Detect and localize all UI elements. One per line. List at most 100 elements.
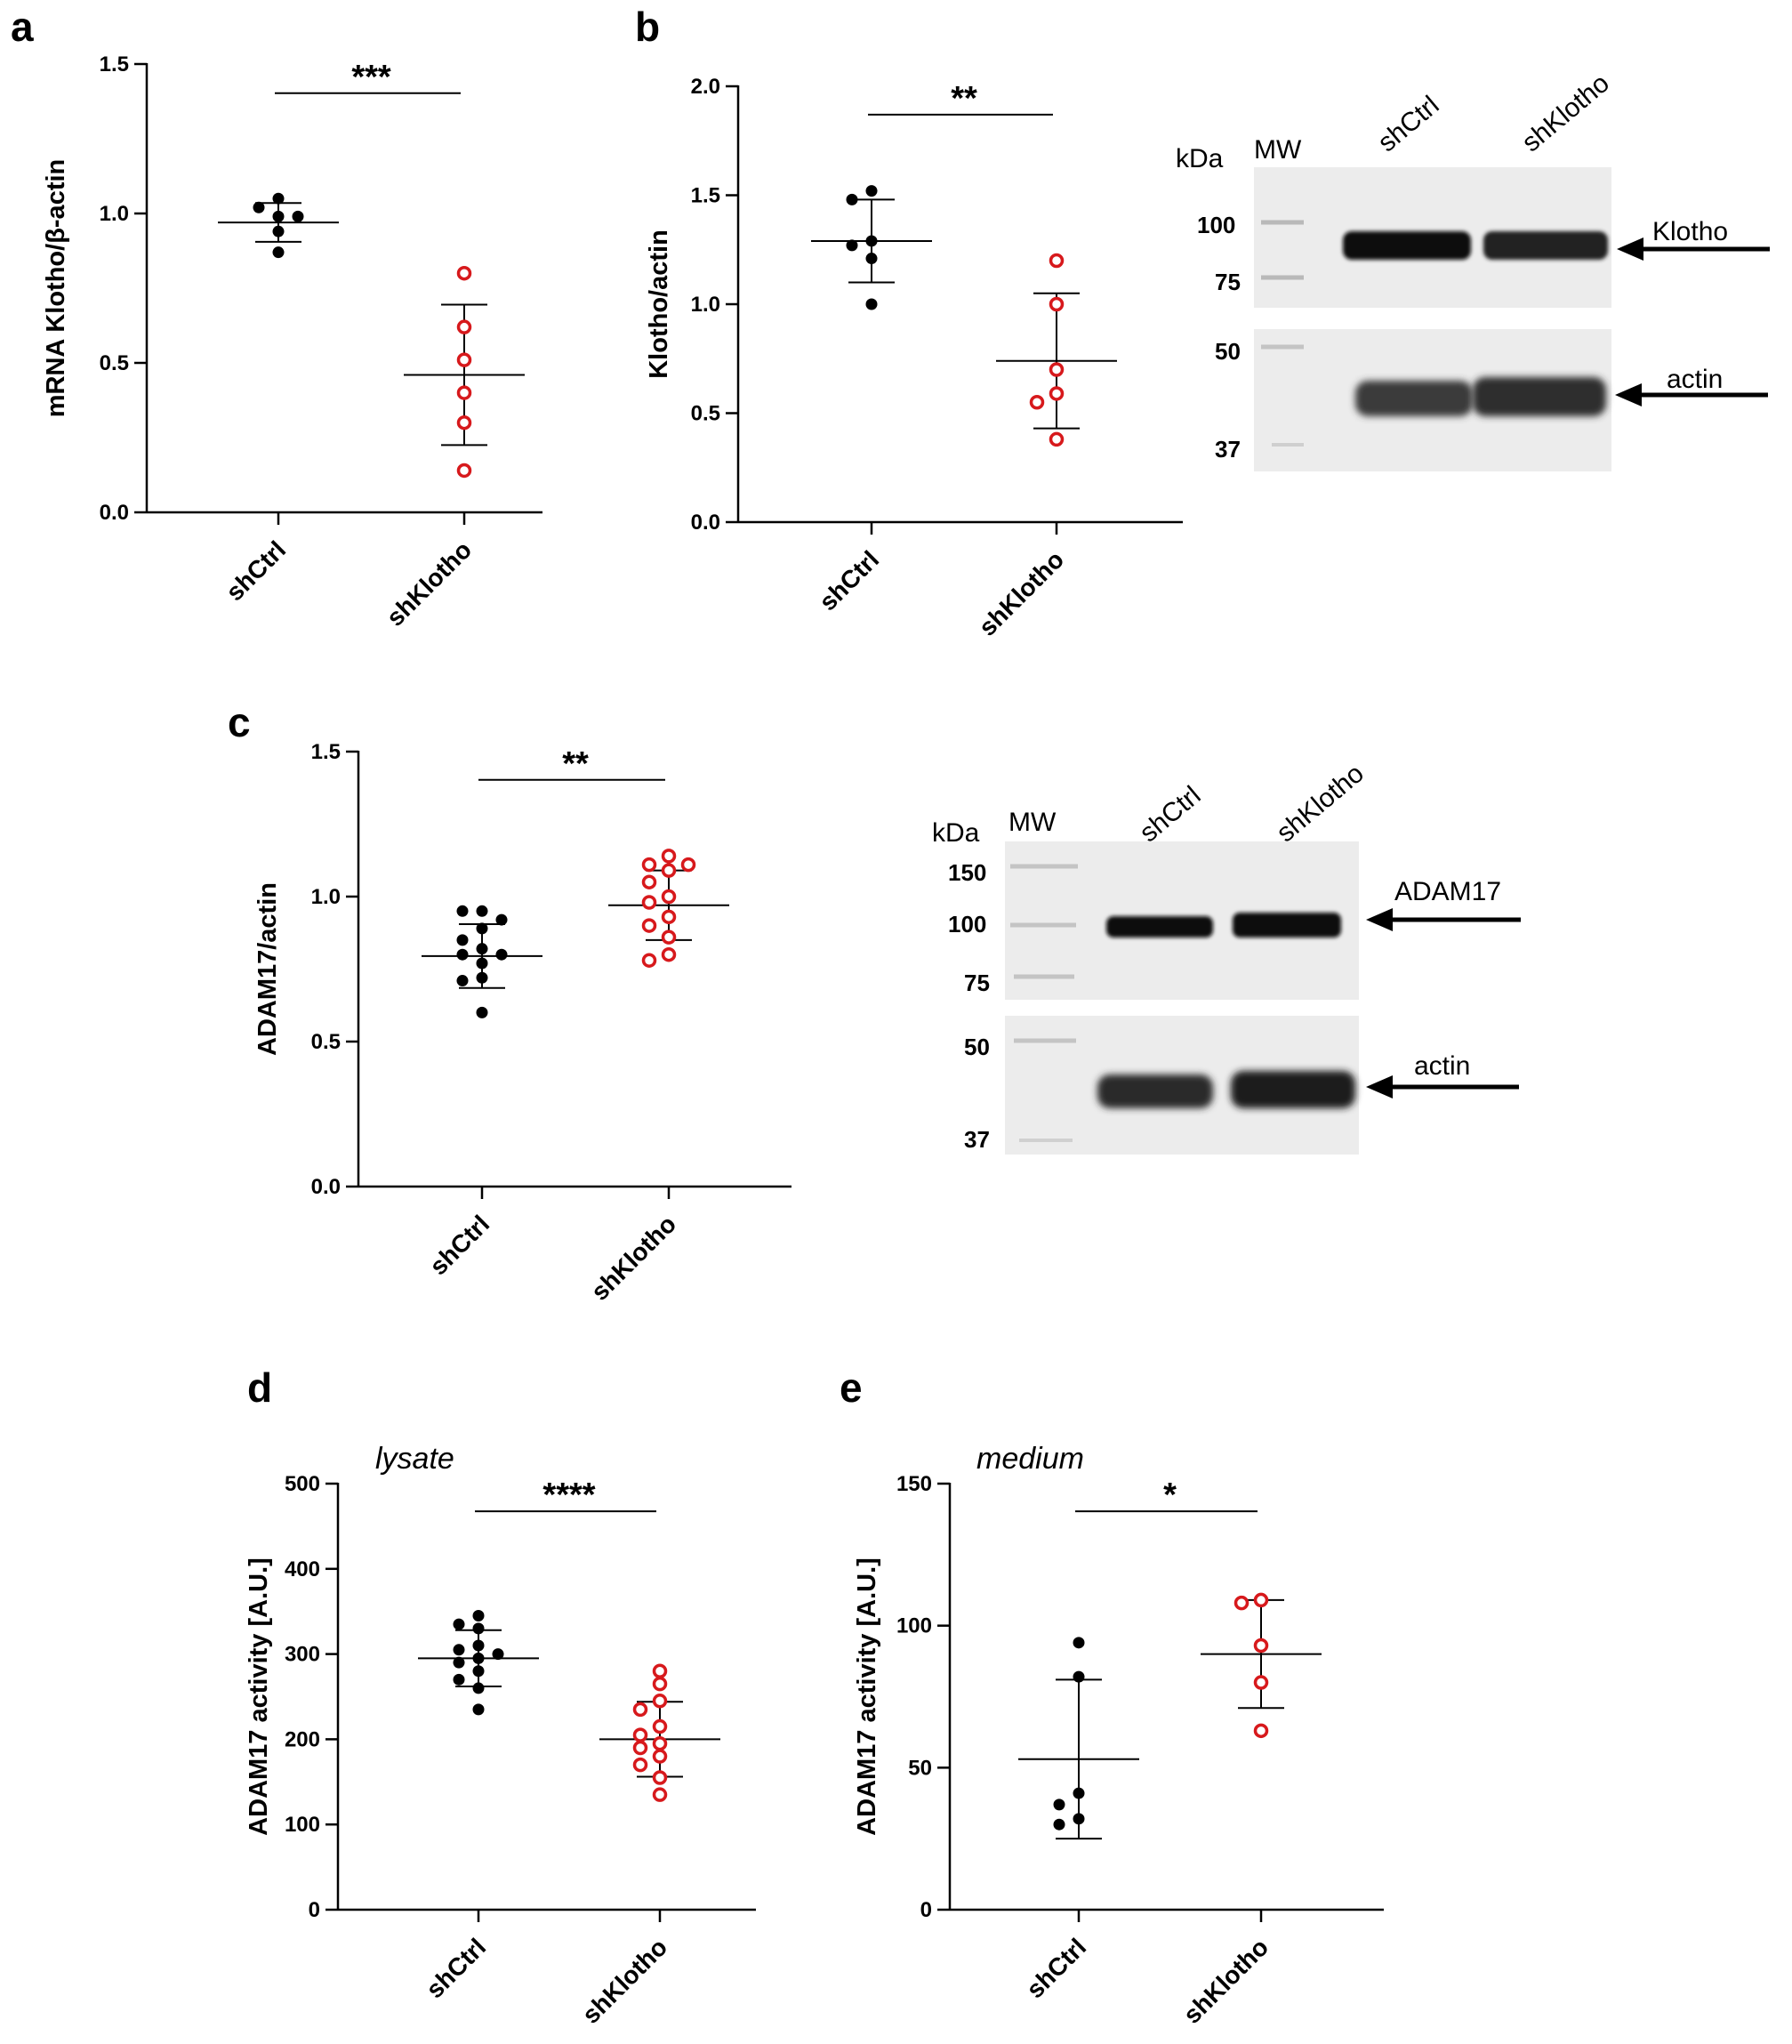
blot-c-marker-75: 75 [964, 970, 990, 996]
data-point-b-shctrl [865, 235, 878, 247]
western-blot-c: kDa MW shCtrl shKlotho 150 100 75 50 37 … [932, 759, 1521, 1155]
data-point-c-shklotho [641, 895, 657, 910]
blot-c-band-actin-shctrl [1097, 1074, 1213, 1108]
blot-c-lane-label-shklotho: shKlotho [1271, 759, 1370, 848]
y-tick-label-a: 1.5 [100, 52, 129, 76]
blot-b-arrowhead-actin [1615, 383, 1642, 406]
y-tick-label-c: 1.0 [311, 885, 341, 909]
data-point-a-shklotho [456, 463, 472, 479]
data-point-a-shklotho [456, 265, 472, 281]
data-point-b-shklotho [1049, 253, 1065, 269]
y-tick-label-e: 50 [908, 1756, 932, 1780]
data-point-e-shklotho [1253, 1723, 1269, 1739]
blot-b-marker-100: 100 [1197, 212, 1235, 238]
y-tick-label-d: 500 [285, 1472, 320, 1496]
blot-c-marker-50: 50 [964, 1034, 990, 1060]
chart-panel-a: 0.0 0.5 1.0 1.5 mRNA Klotho/β-actin shCtrl shK… [42, 52, 542, 632]
x-category-label-c: shKlotho [586, 1210, 682, 1306]
blot-b-marker-75: 75 [1215, 269, 1241, 295]
x-category-label-b: shKlotho [974, 545, 1070, 641]
y-axis-label-a: mRNA Klotho/β-actin [42, 159, 70, 418]
data-point-a-shklotho [456, 385, 472, 400]
blot-c-band-actin-shklotho [1231, 1071, 1355, 1108]
data-point-d-shklotho [632, 1757, 648, 1773]
blot-b-marker-37: 37 [1215, 436, 1241, 463]
y-tick-label-b: 0.0 [691, 511, 720, 535]
data-point-c-shctrl [476, 971, 488, 984]
western-blot-b: kDa MW shCtrl shKlotho 100 75 50 37 Klot… [1176, 68, 1770, 471]
data-point-c-shklotho [661, 929, 677, 945]
data-point-a-shctrl [272, 210, 285, 222]
data-point-b-shklotho [1049, 296, 1065, 312]
y-tick-label-b: 0.5 [691, 402, 720, 426]
y-tick-label-e: 100 [896, 1614, 932, 1638]
data-point-c-shctrl [495, 948, 508, 961]
blot-b-band-klotho-shctrl [1343, 231, 1471, 260]
blot-b-band-actin-shctrl [1355, 381, 1473, 416]
data-point-b-shklotho [1049, 431, 1065, 447]
data-point-c-shklotho [661, 863, 677, 878]
data-point-b-shklotho [1049, 362, 1065, 377]
y-axis-label-d: ADAM17 activity [A.U.] [245, 1557, 273, 1836]
data-point-d-shctrl [472, 1622, 485, 1635]
x-category-label-e: shCtrl [1021, 1933, 1091, 2003]
data-point-a-shklotho [456, 414, 472, 431]
blot-b-target-klotho: Klotho [1652, 217, 1728, 246]
data-point-b-shctrl [846, 193, 858, 205]
data-point-b-shklotho [1049, 386, 1065, 401]
y-tick-label-a: 0.5 [100, 351, 129, 375]
data-point-b-shctrl [846, 239, 858, 252]
data-point-b-shctrl [865, 253, 878, 265]
blot-c-band-adam17-shklotho [1233, 913, 1341, 938]
data-point-e-shklotho [1253, 1638, 1269, 1654]
y-tick-label-d: 400 [285, 1557, 320, 1581]
blot-c-lane-label-shctrl: shCtrl [1134, 781, 1206, 849]
y-tick-label-b: 1.0 [691, 293, 720, 317]
data-point-e-shklotho [1253, 1675, 1269, 1690]
data-point-e-shklotho [1253, 1592, 1269, 1608]
y-tick-label-e: 150 [896, 1472, 932, 1496]
data-point-c-shctrl [476, 943, 488, 955]
data-point-e-shctrl [1073, 1670, 1085, 1683]
blot-b-lane-label-shklotho: shKlotho [1516, 68, 1615, 157]
data-point-a-shctrl [272, 225, 285, 237]
data-point-c-shklotho [641, 857, 657, 873]
data-point-e-shctrl [1073, 1813, 1085, 1825]
blot-b-band-actin-shklotho [1473, 377, 1606, 416]
data-point-d-shctrl [492, 1648, 504, 1661]
blot-c-marker-150: 150 [948, 859, 986, 886]
data-point-a-shctrl [292, 210, 304, 222]
data-point-b-shctrl [865, 185, 878, 197]
y-tick-label-d: 0 [309, 1898, 320, 1922]
x-category-label-c: shCtrl [424, 1210, 494, 1280]
data-point-e-shctrl [1073, 1787, 1085, 1799]
y-axis-label-c: ADAM17/actin [253, 882, 282, 1056]
panel-letter-d: d [247, 1364, 272, 1411]
data-point-d-shctrl [472, 1703, 485, 1716]
data-point-d-shctrl [472, 1639, 485, 1652]
data-point-e-shctrl [1053, 1818, 1065, 1831]
data-point-c-shklotho [680, 857, 696, 873]
data-point-b-shctrl [865, 298, 878, 310]
panel-letter-a: a [11, 4, 34, 50]
data-point-d-shctrl [453, 1656, 465, 1669]
data-point-c-shctrl [495, 913, 508, 926]
data-point-d-shklotho [632, 1740, 648, 1756]
data-point-d-shctrl [453, 1618, 465, 1630]
x-category-label-d: shKlotho [577, 1933, 673, 2029]
significance-label-d: **** [542, 1477, 595, 1514]
blot-c-band-adam17-shctrl [1106, 916, 1213, 938]
y-tick-label-a: 0.0 [100, 501, 129, 525]
y-tick-label-b: 1.5 [691, 184, 720, 208]
data-point-d-shctrl [472, 1609, 485, 1622]
data-point-c-shctrl [456, 948, 469, 961]
data-point-d-shklotho [652, 1787, 668, 1802]
y-tick-label-d: 300 [285, 1643, 320, 1667]
data-point-c-shctrl [456, 934, 469, 946]
blot-c-marker-37: 37 [964, 1126, 990, 1153]
blot-b-target-actin: actin [1667, 365, 1723, 394]
data-point-c-shctrl [476, 905, 488, 917]
chart-panel-b: 0.0 0.5 1.0 1.5 2.0 Klotho/actin shCtrl shKloth… [645, 75, 1183, 641]
panel-letter-e: e [840, 1364, 863, 1411]
